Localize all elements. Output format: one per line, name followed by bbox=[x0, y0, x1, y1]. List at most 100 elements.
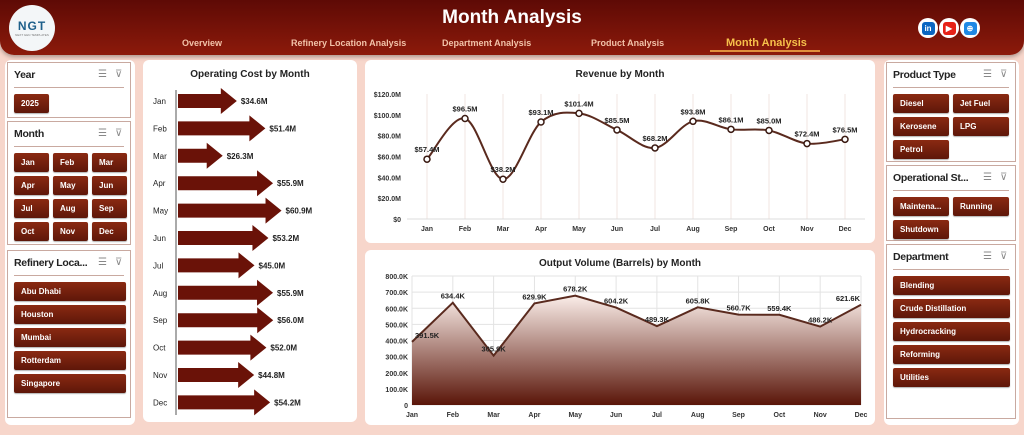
slicer-item[interactable]: Utilities bbox=[893, 368, 1010, 387]
nav-refinery-location-analysis[interactable]: Refinery Location Analysis bbox=[291, 38, 407, 48]
clear-filter-icon[interactable]: ⊽ bbox=[1000, 69, 1008, 80]
nav-overview[interactable]: Overview bbox=[182, 38, 223, 48]
data-label: $68.2M bbox=[642, 134, 667, 143]
data-label: $93.8M bbox=[680, 107, 705, 116]
multi-select-icon[interactable]: ☰ bbox=[983, 69, 992, 80]
slicer-item[interactable]: Blending bbox=[893, 276, 1010, 295]
data-point bbox=[613, 126, 621, 134]
category-label: Nov bbox=[153, 371, 167, 380]
x-tick-label: Jun bbox=[611, 226, 623, 233]
slicer-item[interactable]: Shutdown bbox=[893, 220, 949, 239]
data-label: $55.9M bbox=[277, 179, 304, 188]
slicer-item[interactable]: Dec bbox=[92, 222, 127, 241]
x-tick-label: Mar bbox=[497, 226, 510, 233]
slicer-item[interactable]: Apr bbox=[14, 176, 49, 195]
youtube-icon: ▶ bbox=[942, 21, 956, 35]
slicer-item[interactable]: Reforming bbox=[893, 345, 1010, 364]
slicer-item[interactable]: Feb bbox=[53, 153, 88, 172]
slicer-item[interactable]: Mumbai bbox=[14, 328, 126, 347]
y-tick-label: 400.0K bbox=[385, 339, 408, 346]
slicer-item[interactable]: Crude Distillation bbox=[893, 299, 1010, 318]
x-tick-label: Feb bbox=[459, 226, 471, 233]
globe-icon: ⊕ bbox=[963, 21, 977, 35]
clear-filter-icon[interactable]: ⊽ bbox=[115, 69, 123, 80]
slicer-item[interactable]: Sep bbox=[92, 199, 127, 218]
data-label: 486.2K bbox=[808, 316, 833, 325]
slicer-item[interactable]: Hydrocracking bbox=[893, 322, 1010, 341]
slicer-item[interactable]: Jun bbox=[92, 176, 127, 195]
bar-arrow bbox=[178, 170, 274, 197]
data-label: 391.5K bbox=[415, 331, 440, 340]
slicer-item[interactable]: Rotterdam bbox=[14, 351, 126, 370]
slicer-item[interactable]: Maintena... bbox=[893, 197, 949, 216]
clear-filter-icon[interactable]: ⊽ bbox=[115, 257, 123, 268]
x-tick-label: Jul bbox=[652, 412, 662, 419]
slicer-item[interactable]: Oct bbox=[14, 222, 49, 241]
y-tick-label: 200.0K bbox=[385, 371, 408, 378]
category-label: Dec bbox=[153, 398, 167, 407]
x-tick-label: Jun bbox=[610, 412, 622, 419]
nav-product-analysis[interactable]: Product Analysis bbox=[591, 38, 665, 48]
nav-department-analysis[interactable]: Department Analysis bbox=[442, 38, 532, 48]
slicer-item[interactable]: Jan bbox=[14, 153, 49, 172]
slicer-title: Year bbox=[14, 69, 35, 81]
slicer-item[interactable]: Houston bbox=[14, 305, 126, 324]
slicer-item[interactable]: Diesel bbox=[893, 94, 949, 113]
x-tick-label: Feb bbox=[447, 412, 459, 419]
slicer-item[interactable]: Mar bbox=[92, 153, 127, 172]
data-label: $34.6M bbox=[241, 97, 268, 106]
x-tick-label: Aug bbox=[691, 412, 705, 419]
bar-arrow bbox=[178, 252, 255, 279]
clear-filter-icon[interactable]: ⊽ bbox=[1000, 251, 1008, 262]
youtube-button[interactable]: ▶ bbox=[939, 18, 959, 38]
logo-text: NGT bbox=[17, 19, 47, 33]
data-label: $26.3M bbox=[227, 152, 254, 161]
clear-filter-icon[interactable]: ⊽ bbox=[1000, 172, 1008, 183]
clear-filter-icon[interactable]: ⊽ bbox=[115, 128, 123, 139]
data-label: $57.4M bbox=[414, 145, 439, 154]
x-tick-label: May bbox=[568, 412, 582, 419]
divider bbox=[893, 87, 1009, 88]
bar-arrow bbox=[178, 307, 274, 334]
y-tick-label: 100.0K bbox=[385, 387, 408, 394]
slicer-item[interactable]: Singapore bbox=[14, 374, 126, 393]
category-label: Jan bbox=[153, 97, 166, 106]
y-tick-label: $0 bbox=[393, 217, 401, 224]
slicer-item[interactable]: Nov bbox=[53, 222, 88, 241]
multi-select-icon[interactable]: ☰ bbox=[98, 69, 107, 80]
slicer-refinery-loca: Refinery Loca... ☰ ⊽ Abu Dhabi Houston Mumbai… bbox=[7, 250, 131, 418]
area-fill bbox=[412, 295, 861, 405]
data-point bbox=[651, 144, 659, 152]
slicer-item[interactable]: Jul bbox=[14, 199, 49, 218]
globe-button[interactable]: ⊕ bbox=[960, 18, 980, 38]
data-label: $56.0M bbox=[277, 316, 304, 325]
slicer-item[interactable]: Kerosene bbox=[893, 117, 949, 136]
y-tick-label: $100.0M bbox=[374, 113, 401, 120]
series-line bbox=[411, 294, 862, 358]
x-tick-label: May bbox=[572, 226, 586, 233]
data-label: $54.2M bbox=[274, 398, 301, 407]
slicer-item[interactable]: Jet Fuel bbox=[953, 94, 1009, 113]
slicer-item[interactable]: May bbox=[53, 176, 88, 195]
slicer-item[interactable]: Running bbox=[953, 197, 1009, 216]
multi-select-icon[interactable]: ☰ bbox=[983, 172, 992, 183]
x-tick-label: Oct bbox=[774, 412, 786, 419]
linkedin-button[interactable]: in bbox=[918, 18, 938, 38]
revenue-chart: Revenue by Month $0 $20.0M $40.0M $60.0M $80… bbox=[365, 60, 875, 243]
active-tab-underline bbox=[710, 50, 820, 52]
slicer-item[interactable]: Aug bbox=[53, 199, 88, 218]
slicer-item[interactable]: 2025 bbox=[14, 94, 49, 113]
data-label: 559.4K bbox=[767, 304, 792, 313]
divider bbox=[893, 269, 1009, 270]
multi-select-icon[interactable]: ☰ bbox=[98, 257, 107, 268]
nav-month-analysis[interactable]: Month Analysis bbox=[726, 37, 807, 49]
y-tick-label: 500.0K bbox=[385, 322, 408, 329]
y-tick-label: $20.0M bbox=[378, 196, 402, 203]
slicer-item[interactable]: Petrol bbox=[893, 140, 949, 159]
multi-select-icon[interactable]: ☰ bbox=[98, 128, 107, 139]
slicer-item[interactable]: Abu Dhabi bbox=[14, 282, 126, 301]
slicer-item[interactable]: LPG bbox=[953, 117, 1009, 136]
category-label: Feb bbox=[153, 124, 167, 133]
right-slicer-panel: Product Type ☰ ⊽ Diesel Jet Fuel Kerosene LPG P… bbox=[884, 60, 1019, 425]
multi-select-icon[interactable]: ☰ bbox=[983, 251, 992, 262]
